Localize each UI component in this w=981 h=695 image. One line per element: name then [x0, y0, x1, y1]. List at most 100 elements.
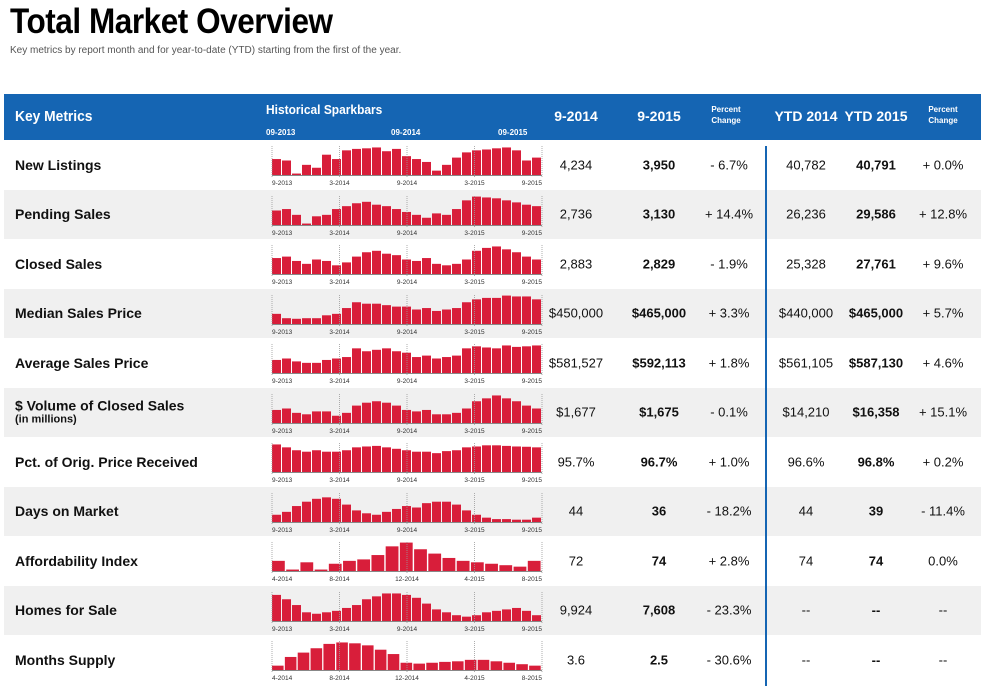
- sparkbar: [385, 546, 399, 571]
- sparkbar: [392, 306, 401, 324]
- sparkbar: [462, 348, 471, 373]
- sparkbar: [432, 608, 441, 621]
- period-1-value: 2,883: [559, 256, 593, 272]
- table-row: Average Sales Price 9-2013 3-2014 9-2014 3-2…: [4, 338, 981, 388]
- sparkbar: [392, 508, 401, 522]
- sparkbar: [492, 348, 501, 373]
- sparkbar: [282, 358, 291, 373]
- ytd-2-value: --: [871, 602, 881, 618]
- sparkbar: [282, 447, 291, 472]
- sparkbar-axis-label: 12-2014: [395, 576, 419, 583]
- metric-label: Average Sales Price: [15, 355, 148, 371]
- sparkbar: [372, 147, 381, 175]
- ytd-percent-change-value: + 0.2%: [922, 454, 964, 470]
- sparkbar: [452, 412, 461, 423]
- sparkbar: [372, 204, 381, 225]
- sparkbar: [342, 262, 351, 274]
- sparkbar: [462, 616, 471, 621]
- sparkbar-axis-label: 9-2013: [272, 378, 293, 385]
- sparkbar-axis-label: 3-2014: [329, 180, 350, 187]
- sparkbar: [312, 167, 321, 175]
- sparkbar: [492, 148, 501, 175]
- sparkbar-axis-label: 12-2014: [395, 675, 419, 682]
- sparkbar: [402, 409, 411, 423]
- sparkbar: [522, 160, 531, 175]
- ytd-2-value: $465,000: [848, 305, 904, 321]
- sparkbar: [342, 357, 351, 373]
- sparkbar: [292, 214, 301, 225]
- table-row: Pending Sales 9-2013 3-2014 9-2014 3-2015 9-2…: [4, 189, 981, 239]
- sparkbar: [302, 501, 311, 522]
- sparkbar: [422, 451, 431, 472]
- ytd-percent-change-value: 0.0%: [928, 553, 958, 569]
- sparkbar: [402, 259, 411, 274]
- sparkbar: [282, 408, 291, 423]
- sparkbar: [322, 359, 331, 373]
- sparkbar: [371, 555, 385, 571]
- percent-change-value: - 23.3%: [706, 602, 752, 618]
- header-sparkbars: Historical Sparkbars: [266, 102, 383, 117]
- sparkbar: [522, 204, 531, 225]
- sparkbar: [402, 450, 411, 472]
- sparkbar: [532, 517, 541, 522]
- ytd-percent-change-value: + 4.6%: [922, 355, 964, 371]
- sparkbar: [442, 214, 451, 225]
- sparkbar: [472, 196, 481, 225]
- sparkbar: [432, 453, 441, 472]
- metric-label: Pct. of Orig. Price Received: [15, 454, 198, 470]
- sparkbar: [310, 648, 323, 670]
- sparkbar: [272, 159, 281, 175]
- sparkbar: [292, 450, 301, 472]
- metric-name: $ Volume of Closed Sales: [15, 397, 185, 414]
- ytd-2-value: 74: [868, 553, 884, 569]
- sparkbar: [332, 208, 341, 225]
- sparkbar: [272, 594, 281, 621]
- period-1-value: $450,000: [548, 305, 604, 321]
- ytd-1-value: 25,328: [786, 256, 826, 272]
- sparkbar: [502, 249, 511, 274]
- sparkbar: [322, 260, 331, 274]
- sparkbar: [452, 661, 464, 670]
- ytd-1-value: --: [801, 652, 811, 668]
- page-title: Total Market Overview: [10, 2, 333, 41]
- sparkbar: [312, 317, 321, 324]
- sparkbar: [372, 514, 381, 522]
- sparkbar: [272, 359, 281, 373]
- sparkbar: [472, 298, 481, 324]
- sparkbar: [482, 445, 491, 472]
- sparkbar: [382, 447, 391, 472]
- metric-label: Closed Sales: [15, 256, 102, 272]
- sparkbar: [462, 509, 471, 522]
- sparkbar: [302, 362, 311, 373]
- period-2-value: 2.5: [649, 652, 669, 668]
- sparkbar: [522, 405, 531, 423]
- sparkbar: [442, 557, 456, 571]
- sparkbar: [382, 348, 391, 373]
- ytd-2-value: --: [871, 652, 881, 668]
- ytd-divider: [765, 146, 767, 686]
- sparkbar: [512, 400, 521, 423]
- sparkbar: [392, 592, 401, 621]
- sparkbar: [472, 514, 481, 522]
- header-percent-change: Percent Change: [711, 105, 741, 125]
- sparkbar: [462, 301, 471, 324]
- sparkbar-axis-label: 9-2014: [397, 180, 418, 187]
- sparkbar: [529, 665, 541, 670]
- sparkbar: [402, 306, 411, 324]
- sparkbar: [292, 173, 301, 175]
- sparkbar-axis-label: 9-2014: [397, 477, 418, 484]
- period-2-value: $465,000: [631, 305, 687, 321]
- sparkbar: [532, 259, 541, 274]
- sparkbar: [522, 256, 531, 274]
- period-2-value: 2,829: [642, 256, 676, 272]
- sparkbar: [502, 445, 511, 472]
- period-1-value: 72: [568, 553, 584, 569]
- sparkbar-axis-label: 8-2015: [522, 576, 543, 583]
- sparkbar: [482, 247, 491, 274]
- sparkbar: [362, 645, 374, 670]
- sparkbar-axis-label: 9-2015: [522, 428, 543, 435]
- sparkbar: [402, 156, 411, 175]
- sparkbar: [332, 415, 341, 423]
- sparkbar: [357, 559, 371, 571]
- sparkbar: [312, 259, 321, 274]
